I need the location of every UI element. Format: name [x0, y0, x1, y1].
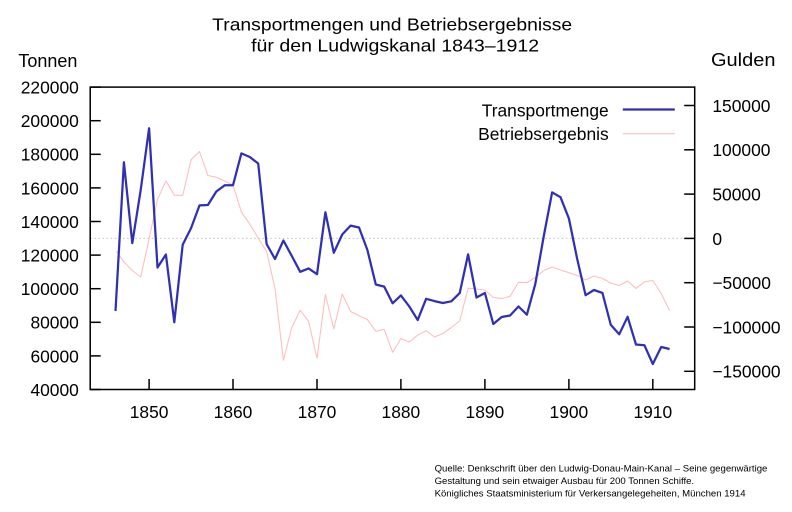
svg-text:1900: 1900 — [550, 402, 589, 422]
svg-text:Quelle: Denkschrift über den L: Quelle: Denkschrift über den Ludwig-Dona… — [435, 463, 768, 474]
svg-text:220000: 220000 — [21, 78, 79, 98]
svg-text:120000: 120000 — [21, 246, 79, 266]
svg-text:80000: 80000 — [30, 313, 78, 333]
svg-text:1870: 1870 — [298, 402, 337, 422]
svg-text:−100000: −100000 — [712, 317, 780, 337]
svg-text:1890: 1890 — [466, 402, 505, 422]
svg-text:−50000: −50000 — [712, 273, 771, 293]
svg-text:1880: 1880 — [382, 402, 421, 422]
svg-text:−150000: −150000 — [712, 362, 780, 382]
svg-text:60000: 60000 — [30, 346, 78, 366]
svg-text:100000: 100000 — [712, 140, 770, 160]
svg-text:Gulden: Gulden — [711, 50, 776, 70]
svg-text:1860: 1860 — [214, 402, 253, 422]
svg-text:1910: 1910 — [633, 402, 672, 422]
svg-text:180000: 180000 — [21, 145, 79, 165]
svg-text:150000: 150000 — [712, 96, 770, 116]
svg-text:Transportmengen und Betriebser: Transportmengen und Betriebsergebnisse — [212, 14, 572, 34]
svg-text:0: 0 — [712, 229, 722, 249]
svg-text:160000: 160000 — [21, 178, 79, 198]
svg-text:Tonnen: Tonnen — [18, 51, 77, 71]
svg-text:Betriebsergebnis: Betriebsergebnis — [478, 124, 609, 144]
svg-text:1850: 1850 — [130, 402, 169, 422]
svg-text:100000: 100000 — [21, 279, 79, 299]
svg-text:50000: 50000 — [712, 185, 760, 205]
svg-text:für den Ludwigskanal 1843–1912: für den Ludwigskanal 1843–1912 — [251, 36, 539, 56]
svg-text:40000: 40000 — [30, 380, 78, 400]
svg-text:200000: 200000 — [21, 111, 79, 131]
svg-text:Gestaltung und sein etwaiger A: Gestaltung und sein etwaiger Ausbau für … — [435, 476, 695, 487]
svg-text:140000: 140000 — [21, 212, 79, 232]
svg-text:Transportmenge: Transportmenge — [482, 101, 609, 121]
svg-text:Königliches Staatsministerium: Königliches Staatsministerium für Verker… — [435, 489, 747, 500]
